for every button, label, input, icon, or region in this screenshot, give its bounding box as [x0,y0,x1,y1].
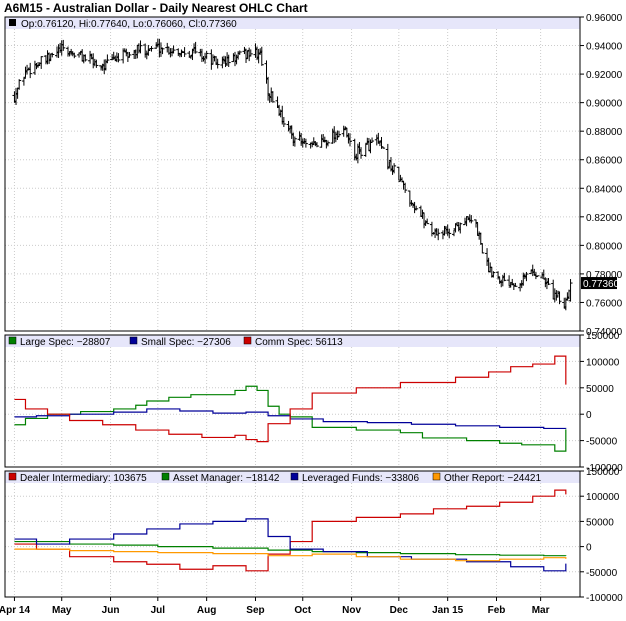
y-tick-label: 0.74000 [586,327,623,338]
legend-swatch [8,472,17,481]
legend-entry: Other Report: −24421 [444,473,541,484]
series-line [14,540,567,557]
y-tick-label: 150000 [586,467,620,478]
y-tick-label: -100000 [586,463,623,474]
x-tick-label: Jul [151,605,166,616]
price-legend-band [5,17,580,29]
price-axis: 0.96000 0.94000 0.92000 0.90000 0.88000 0.860… [580,13,623,338]
series-line [14,489,567,572]
grid-layer [5,17,580,597]
y-tick-label: 0.84000 [586,184,623,195]
x-tick-label: Sep [246,605,264,616]
y-tick-label: 0.90000 [586,99,623,110]
cot-legacy-axis: 150000 100000 50000 0 -50000 -100000 [580,331,623,474]
chart-title: A6M15 - Australian Dollar - Daily Neares… [4,1,308,15]
y-tick-label: 100000 [586,357,620,368]
y-tick-label: -50000 [586,568,618,579]
y-tick-label: 100000 [586,492,620,503]
last-price-box [581,277,617,290]
legend-entry: Dealer Intermediary: 103675 [20,473,147,484]
y-tick-label: 0.88000 [586,127,623,138]
panel-frame [4,334,581,468]
panel-frame [4,16,581,332]
cot-disaggregated-lines [14,489,567,572]
legend-entry: Small Spec: −27306 [141,337,231,348]
legend-swatch [243,336,252,345]
x-tick-label: Jan 15 [432,605,464,616]
y-tick-label: -50000 [586,437,618,448]
cot-legacy-lines [14,355,567,452]
x-tick-label: Mar [532,605,550,616]
y-tick-label: 0.92000 [586,70,623,81]
x-tick-label: May [52,605,72,616]
series-line [14,385,567,452]
x-tick-label: Oct [294,605,311,616]
y-tick-label: 0 [586,543,592,554]
panel-frame [4,470,581,598]
legend-swatch [129,336,138,345]
legend-swatch [432,472,441,481]
cot-legacy-legend: Large Spec: −28807 Small Spec: −27306 Comm… [5,335,580,348]
series-line [14,548,567,562]
x-tick-label: Feb [488,605,506,616]
cot-legacy-legend-band [5,335,580,347]
price-legend-text: Op:0.76120, Hi:0.77640, Lo:0.76060, Cl:0… [21,19,237,30]
y-tick-label: 0.76000 [586,298,623,309]
y-tick-label: 50000 [586,517,614,528]
legend-swatch [161,472,170,481]
y-tick-label: 0.78000 [586,270,623,281]
y-tick-label: 50000 [586,384,614,395]
y-tick-label: 0.94000 [586,42,623,53]
y-tick-label: 0 [586,410,592,421]
y-tick-label: 150000 [586,331,620,342]
legend-entry: Comm Spec: 56113 [255,337,343,348]
x-tick-label: Dec [390,605,409,616]
panel-borders [4,16,581,598]
y-tick-label: 0.86000 [586,156,623,167]
legend-entry: Asset Manager: −18142 [173,473,280,484]
y-tick-label: 0.80000 [586,241,623,252]
cot-disaggregated-legend: Dealer Intermediary: 103675 Asset Manager… [5,471,580,484]
x-tick-label: Aug [197,605,216,616]
legend-entry: Leveraged Funds: −33806 [302,473,419,484]
y-tick-label: -100000 [586,593,623,604]
price-legend-swatch [9,19,16,26]
ohlc-bars [12,38,573,311]
x-axis: Apr 14 May Jun Jul Aug Sep Oct Nov Dec Jan 15 Feb M… [0,597,550,616]
y-tick-label: 0.96000 [586,13,623,24]
y-tick-label: 0.82000 [586,213,623,224]
price-legend: Op:0.76120, Hi:0.77640, Lo:0.76060, Cl:0… [5,17,580,30]
x-tick-label: Apr 14 [0,605,30,616]
series-line [14,355,567,443]
x-tick-label: Nov [342,605,361,616]
legend-entry: Large Spec: −28807 [20,337,111,348]
series-line [14,518,567,572]
x-tick-label: Jun [102,605,120,616]
legend-swatch [290,472,299,481]
legend-swatch [8,336,17,345]
cot-disaggregated-axis: 150000 100000 50000 0 -50000 -100000 [580,467,623,604]
series-line [14,408,567,430]
last-price-label: 0.77360 [583,279,620,290]
